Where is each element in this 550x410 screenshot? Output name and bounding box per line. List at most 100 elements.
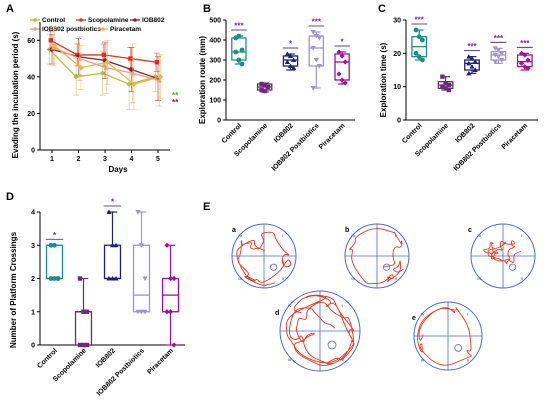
box [45, 244, 64, 280]
category-label: IOB802 [273, 122, 295, 144]
data-point [99, 70, 106, 76]
x-tick-label: 2 [77, 156, 81, 163]
data-point [316, 64, 323, 69]
legend-label: IOB802 postbiotics [42, 26, 101, 33]
data-point [492, 46, 498, 51]
track-label: c [468, 227, 472, 234]
data-point [262, 82, 267, 88]
legend-label: Control [42, 17, 65, 24]
data-point [157, 74, 164, 80]
data-point [138, 309, 145, 315]
data-point [291, 57, 297, 62]
data-point [287, 53, 294, 58]
data-point [84, 342, 90, 348]
category-label: IOB802 [95, 347, 117, 369]
data-point [259, 81, 264, 87]
platform-marker [454, 344, 463, 352]
data-point [171, 342, 177, 348]
y-tick-label: 1 [31, 309, 35, 316]
data-point [316, 36, 323, 41]
y-tick-label: 0 [31, 343, 35, 350]
panel-letter-c: C [378, 3, 386, 15]
y-tick-label: 0 [397, 118, 401, 125]
data-point [135, 210, 141, 215]
data-point [77, 276, 83, 281]
panel-letter-b: B [203, 3, 211, 15]
data-point [466, 54, 472, 59]
y-tick-label: 500 [209, 18, 221, 25]
panel-letter-e: E [203, 201, 210, 213]
legend-label: IOB802 [142, 17, 165, 24]
category-label: IOB802 Postbiotics [453, 122, 503, 172]
data-point [310, 30, 316, 35]
data-point [342, 59, 348, 65]
significance-marker: * [53, 231, 57, 240]
category-label: IOB802 Postbiotics [271, 122, 321, 172]
data-point [336, 71, 342, 77]
data-point [522, 52, 528, 58]
data-point [113, 242, 119, 248]
data-point [413, 27, 419, 33]
category-label: Piracetam [501, 122, 530, 151]
data-point [498, 58, 505, 63]
data-point [416, 34, 422, 40]
data-point [259, 87, 264, 93]
data-point [81, 309, 86, 314]
quadrant-label: III [477, 276, 480, 281]
quadrant-label: III [238, 276, 241, 281]
data-point [525, 57, 531, 63]
x-axis-label: Days [108, 165, 128, 174]
data-point [48, 242, 54, 248]
data-point [287, 63, 294, 68]
significance-marker: *** [312, 18, 322, 27]
data-point [239, 61, 245, 67]
platform-marker [382, 263, 391, 271]
data-point [109, 275, 116, 281]
y-tick-label: 100 [209, 98, 221, 105]
y-tick-label: 200 [209, 78, 221, 85]
data-point [55, 276, 61, 281]
data-point [469, 64, 475, 69]
platform-marker [508, 263, 517, 271]
data-point [310, 86, 316, 91]
legend-label: Piracetam [110, 26, 141, 33]
significance-marker: * [289, 40, 293, 49]
quadrant-label: II [395, 276, 397, 281]
data-point [73, 74, 79, 80]
data-point [472, 59, 478, 64]
y-axis-label: Number of Platform Crossings [9, 231, 18, 348]
data-point [77, 342, 83, 348]
data-point [472, 67, 478, 72]
data-point [164, 309, 170, 315]
platform-marker [327, 340, 337, 350]
data-point [492, 53, 498, 58]
y-tick-label: 30 [393, 18, 401, 25]
data-point [106, 209, 112, 214]
data-point [525, 65, 531, 71]
data-point [284, 59, 290, 64]
category-label: Piracetam [146, 347, 175, 376]
category-label: Control [401, 122, 424, 145]
y-tick-label: 300 [209, 58, 221, 65]
panel-letter-d: D [6, 191, 14, 203]
y-tick-label: 3 [31, 243, 35, 250]
quadrant-label: II [467, 358, 469, 363]
y-tick-label: 60 [27, 38, 35, 45]
data-point [135, 309, 141, 315]
data-point [84, 309, 90, 314]
data-point [142, 309, 148, 315]
quadrant-label: I [467, 312, 468, 317]
quadrant-label: IV [288, 303, 292, 308]
data-point [284, 51, 290, 56]
data-point [113, 275, 119, 281]
swim-path [285, 294, 355, 367]
data-point [233, 49, 239, 55]
data-point [52, 276, 57, 281]
box-plot-route: Exploration route (mm) 0 100 200 300 400 500 *… [198, 18, 355, 173]
y-axis-label: Exploration route (mm) [198, 36, 207, 124]
data-point [519, 50, 525, 56]
